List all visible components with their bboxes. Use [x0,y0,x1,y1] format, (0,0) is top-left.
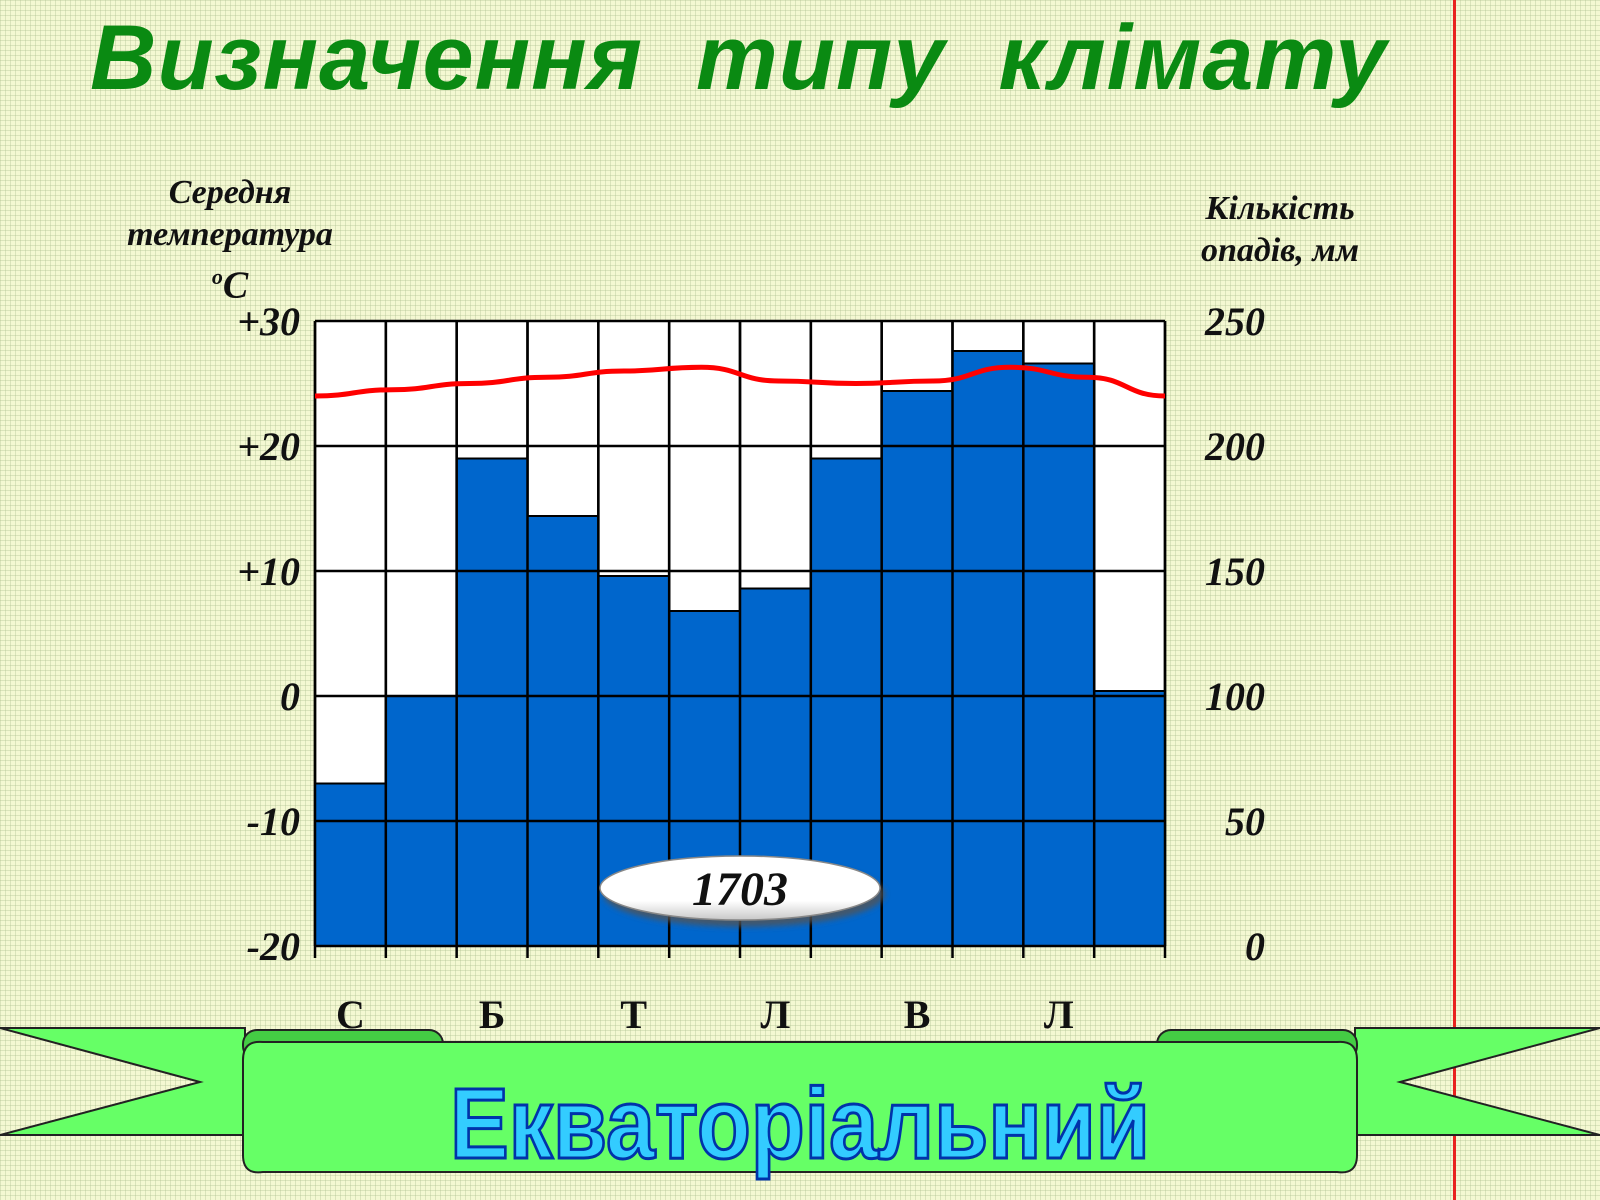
annual-total-pill [599,855,881,921]
temperature-tick-label: +10 [237,549,300,594]
temperature-axis-title-line2: температура [127,216,333,253]
precipitation-bar [1022,362,1096,947]
temperature-tick-label: 0 [280,674,300,719]
ribbon-body [242,1040,1358,1174]
annual-total-value: 1703 [692,863,788,916]
precipitation-bar [951,350,1025,947]
grid-overlay [313,319,1167,958]
month-label: Т [620,992,647,1037]
temperature-curve [314,364,1166,399]
precipitation-axis-title: Кількість опадів, мм [1180,188,1380,272]
precipitation-tick-label: 250 [1204,299,1265,344]
precipitation-bar [1093,690,1166,947]
temperature-axis-title-line1: Середня [168,174,292,211]
precipitation-tick-label: 150 [1205,549,1265,594]
month-label: В [904,992,931,1037]
precipitation-axis-title-line1: Кількість [1205,190,1355,227]
precipitation-tick-label: 200 [1204,424,1265,469]
temperature-tick-label: +20 [237,424,300,469]
climate-type-answer: Екваторіальний [450,1068,1150,1180]
precipitation-tick-label: 50 [1225,799,1265,844]
page-title: Визначення типу клімату [90,7,1388,109]
answer-ribbon: Екваторіальний [0,1027,1600,1182]
ribbon-right-tail [1354,1027,1600,1136]
temperature-line [314,364,1166,399]
precipitation-axis-title-line2: опадів, мм [1201,232,1359,269]
precipitation-bar [314,782,387,947]
temperature-unit: oC [211,264,249,307]
precipitation-bar [880,390,954,947]
temperature-tick-label: -10 [247,799,300,844]
month-label: Л [761,992,791,1037]
precipitation-bar [455,457,529,947]
temperature-axis: +30 +20 +10 0 -10 -20 [237,299,300,969]
month-label: Б [479,992,505,1037]
precipitation-bar [526,515,600,947]
temperature-tick-label: +30 [237,299,300,344]
margin-line [1453,0,1456,1200]
temperature-tick-label: -20 [247,924,300,969]
precipitation-axis: 250 200 150 100 50 0 [1204,299,1265,969]
ribbon-left-tail [0,1027,246,1136]
annual-total-badge: 1703 [599,855,881,921]
month-label: Л [1044,992,1074,1037]
temperature-axis-title: Середня температура oC [100,172,360,307]
precipitation-tick-label: 100 [1205,674,1265,719]
precipitation-tick-label: 0 [1245,924,1265,969]
